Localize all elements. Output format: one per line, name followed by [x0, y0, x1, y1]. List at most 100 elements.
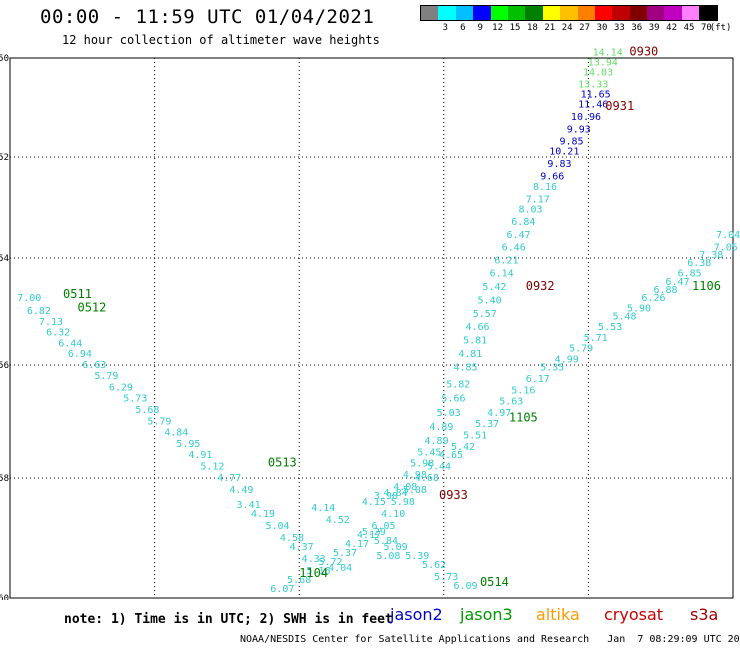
swh-value: 4.33	[302, 554, 326, 565]
legend-swatch	[594, 6, 613, 20]
swh-value: 11.46	[578, 100, 608, 111]
swh-value: 4.37	[290, 542, 314, 553]
swh-value: 5.04	[265, 521, 289, 532]
swh-value: 4.17	[357, 530, 381, 541]
swh-value: 6.84	[511, 217, 535, 228]
swh-value: 4.04	[328, 563, 352, 574]
legend-swatch	[560, 6, 578, 20]
swh-value: 7.05	[714, 242, 738, 253]
swh-value: 7.17	[526, 194, 550, 205]
legend-color-scale	[420, 5, 718, 21]
swh-value: 5.62	[422, 560, 446, 571]
lat-tick-label: -56	[0, 361, 9, 371]
legend-label: 42	[666, 23, 678, 33]
legend-label: 30	[596, 23, 608, 33]
swh-value: 4.89	[425, 436, 449, 447]
swh-value: 5.79	[569, 344, 593, 355]
swh-value: 7.13	[39, 317, 63, 328]
legend-label: 21	[544, 23, 556, 33]
swh-value: 14.03	[583, 67, 613, 78]
satellite-altika: altika	[536, 605, 580, 624]
swh-value: 4.91	[188, 450, 212, 461]
swh-value: 14.14	[593, 48, 623, 59]
legend-swatch	[612, 6, 630, 20]
pass-time-label: 0930	[629, 45, 658, 59]
pass-time-label: 1105	[509, 411, 538, 425]
swh-value: 9.93	[567, 124, 591, 135]
swh-value: 5.35	[540, 363, 564, 374]
swh-value: 5.03	[437, 408, 461, 419]
legend-label: 15	[509, 23, 521, 33]
legend-label: 27	[579, 23, 591, 33]
swh-value: 6.09	[453, 581, 477, 592]
chart-title: 00:00 - 11:59 UTC 01/04/2021	[40, 6, 375, 28]
satellite-jason2: jason2	[390, 605, 443, 624]
swh-value: 7.38	[699, 250, 723, 261]
swh-value: 4.08	[393, 482, 417, 493]
swh-value: 6.85	[678, 269, 702, 280]
swh-value: 5.98	[391, 497, 415, 508]
swh-value: 4.17	[345, 539, 369, 550]
legend-label: 3	[442, 23, 449, 33]
swh-value: 6.29	[109, 382, 133, 393]
swh-value: 11.65	[581, 90, 611, 101]
swh-value: 7.04	[716, 230, 740, 241]
swh-value: 6.14	[490, 269, 514, 280]
swh-value: 4.49	[229, 485, 253, 496]
footer-credit: NOAA/NESDIS Center for Satellite Applica…	[240, 634, 740, 645]
swh-value: 5.42	[482, 282, 506, 293]
lat-tick-label: -58	[0, 474, 9, 484]
legend-label: 33	[613, 23, 625, 33]
swh-value: 5.73	[434, 572, 458, 583]
swh-value: 10.21	[549, 147, 579, 158]
swh-value: 4.85	[453, 363, 477, 374]
swh-value: 5.16	[511, 385, 535, 396]
swh-value: 5.98	[410, 459, 434, 470]
swh-value: 4.10	[381, 509, 405, 520]
legend-swatch	[421, 6, 439, 20]
swh-value: 5.37	[333, 548, 357, 559]
swh-value: 4.66	[465, 322, 489, 333]
swh-value: 6.32	[46, 328, 70, 339]
swh-value: 5.71	[584, 333, 608, 344]
swh-value: 9.83	[547, 159, 571, 170]
swh-value: 6.26	[641, 293, 665, 304]
swh-value: 5.40	[478, 295, 502, 306]
swh-value: 5.53	[598, 322, 622, 333]
lat-tick-label: -60	[0, 594, 9, 600]
lat-tick-label: -52	[0, 153, 9, 163]
swh-value: 6.21	[494, 255, 518, 266]
swh-value: 9.66	[540, 172, 564, 183]
swh-value: 5.79	[147, 416, 171, 427]
legend-label: 39	[648, 23, 660, 33]
swh-value: 5.08	[403, 485, 427, 496]
pass-time-label: 0512	[77, 301, 106, 315]
legend-swatch	[577, 6, 595, 20]
legend-swatch	[507, 6, 526, 20]
legend-swatch	[490, 6, 508, 20]
swh-value: 5.09	[384, 542, 408, 553]
pass-time-label: 0514	[480, 575, 509, 589]
swh-value: 5.90	[627, 304, 651, 315]
map-grid	[9, 57, 734, 599]
pass-time-label: 1104	[299, 566, 328, 580]
swh-value: 5.73	[123, 394, 147, 405]
swh-value: 5.68	[135, 405, 159, 416]
swh-value: 5.68	[287, 575, 311, 586]
lat-tick-label: -54	[0, 254, 9, 264]
swh-value: 5.84	[374, 536, 398, 547]
swh-value: 6.88	[653, 285, 677, 296]
swh-value: 4.19	[251, 509, 275, 520]
swh-value: 4.97	[487, 408, 511, 419]
swh-value: 5.66	[441, 394, 465, 405]
map-frame	[9, 57, 734, 599]
swh-value: 7.00	[17, 293, 41, 304]
swh-value: 5.82	[446, 380, 470, 391]
swh-value: 4.84	[384, 488, 408, 499]
pass-time-label: 0511	[63, 287, 92, 301]
legend-swatch	[629, 6, 648, 20]
swh-value: 4.65	[439, 450, 463, 461]
swh-value: 6.07	[270, 584, 294, 595]
